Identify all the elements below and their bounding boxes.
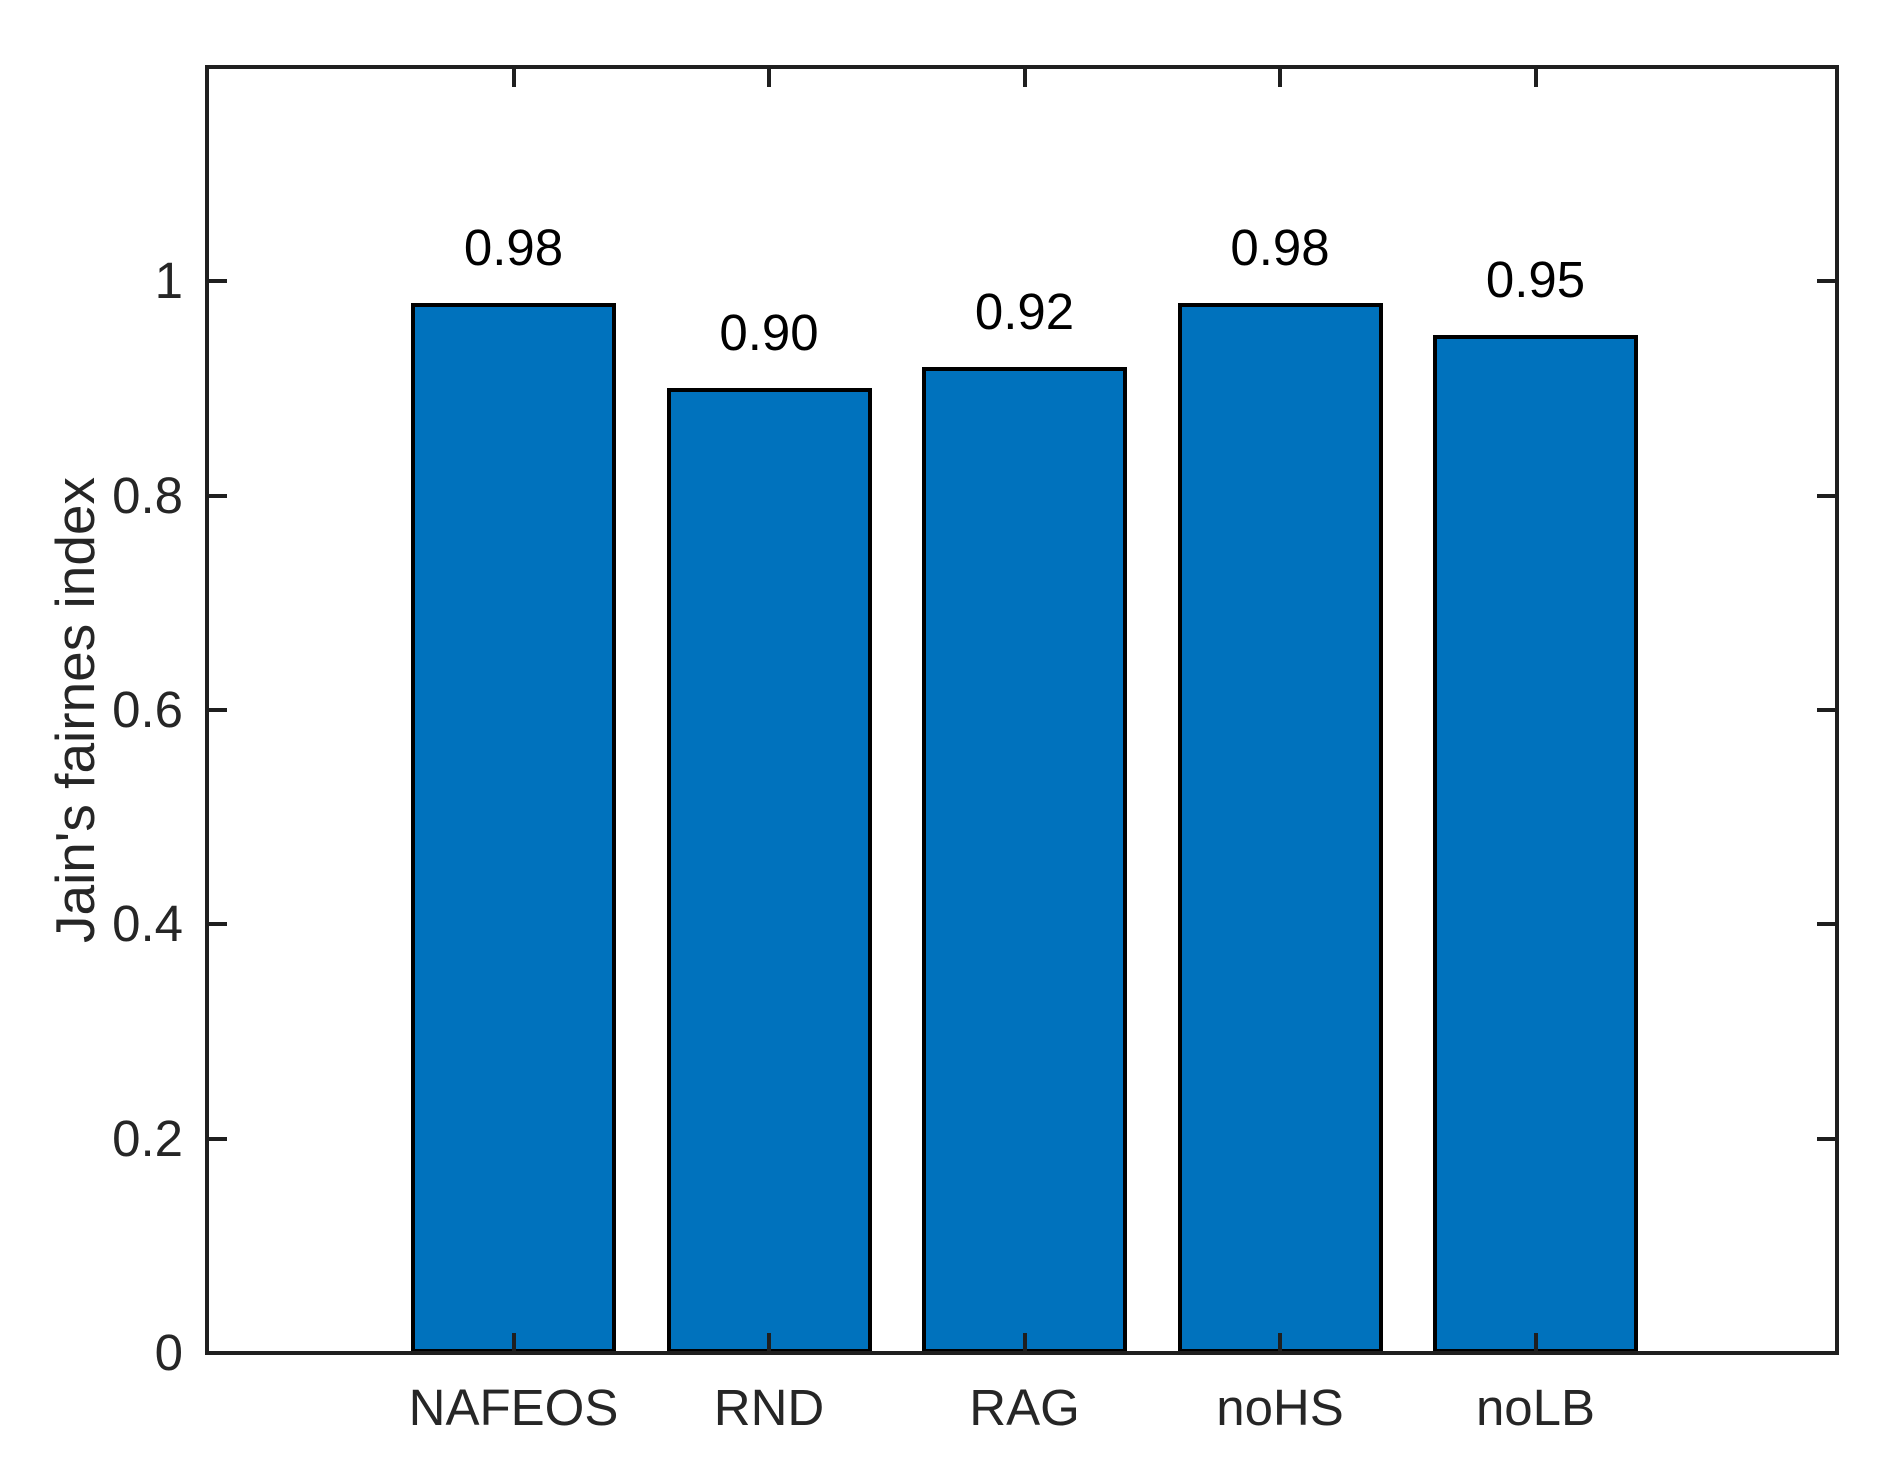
- x-axis-tick-bottom: [511, 1333, 516, 1351]
- bar: [666, 388, 872, 1353]
- y-axis-tick: [209, 708, 227, 712]
- x-axis-tick-top: [511, 69, 516, 87]
- y-axis-tick: [209, 922, 227, 927]
- bar: [1433, 335, 1638, 1353]
- bar: [922, 367, 1127, 1353]
- y-axis-tick: [209, 1351, 227, 1355]
- y-axis-tick-right: [1817, 493, 1835, 498]
- x-axis-tick-top: [767, 69, 771, 87]
- y-axis-tick: [209, 279, 227, 284]
- bar-value-label: 0.92: [974, 283, 1075, 340]
- x-tick-label: noHS: [1216, 1379, 1344, 1436]
- y-axis-tick-right: [1817, 922, 1835, 927]
- y-tick-label: 0.2: [112, 1109, 183, 1167]
- x-tick-label: RAG: [969, 1379, 1080, 1436]
- bar: [1177, 303, 1383, 1353]
- y-tick-label: 1: [154, 252, 183, 310]
- x-axis-tick-bottom: [1278, 1333, 1282, 1351]
- x-tick-label: NAFEOS: [408, 1379, 619, 1436]
- y-axis-tick-right: [1817, 708, 1835, 712]
- x-axis-tick-top: [1278, 69, 1282, 87]
- x-axis-tick-bottom: [1533, 1333, 1538, 1351]
- y-axis-tick-right: [1817, 1136, 1835, 1141]
- y-axis-tick: [209, 493, 227, 498]
- bar: [411, 303, 616, 1353]
- bar-value-label: 0.98: [463, 219, 564, 276]
- x-tick-label: RND: [713, 1379, 825, 1436]
- x-tick-label: noLB: [1475, 1379, 1596, 1436]
- bar-value-label: 0.98: [1230, 219, 1330, 276]
- x-axis-tick-top: [1022, 69, 1027, 87]
- y-axis-tick-right: [1817, 1351, 1835, 1355]
- y-axis-tick: [209, 1136, 227, 1141]
- y-tick-label: 0.4: [112, 895, 183, 953]
- bar-value-label: 0.95: [1485, 251, 1586, 308]
- y-axis-tick-right: [1817, 279, 1835, 284]
- y-tick-label: 0.8: [112, 466, 183, 524]
- x-axis-tick-top: [1533, 69, 1538, 87]
- bar-value-label: 0.90: [719, 304, 819, 361]
- y-axis-label: Jain's fairnes index: [44, 476, 106, 944]
- x-axis-tick-bottom: [1022, 1333, 1027, 1351]
- x-axis-tick-bottom: [767, 1333, 771, 1351]
- y-tick-label: 0: [154, 1324, 183, 1381]
- y-tick-label: 0.6: [112, 681, 183, 738]
